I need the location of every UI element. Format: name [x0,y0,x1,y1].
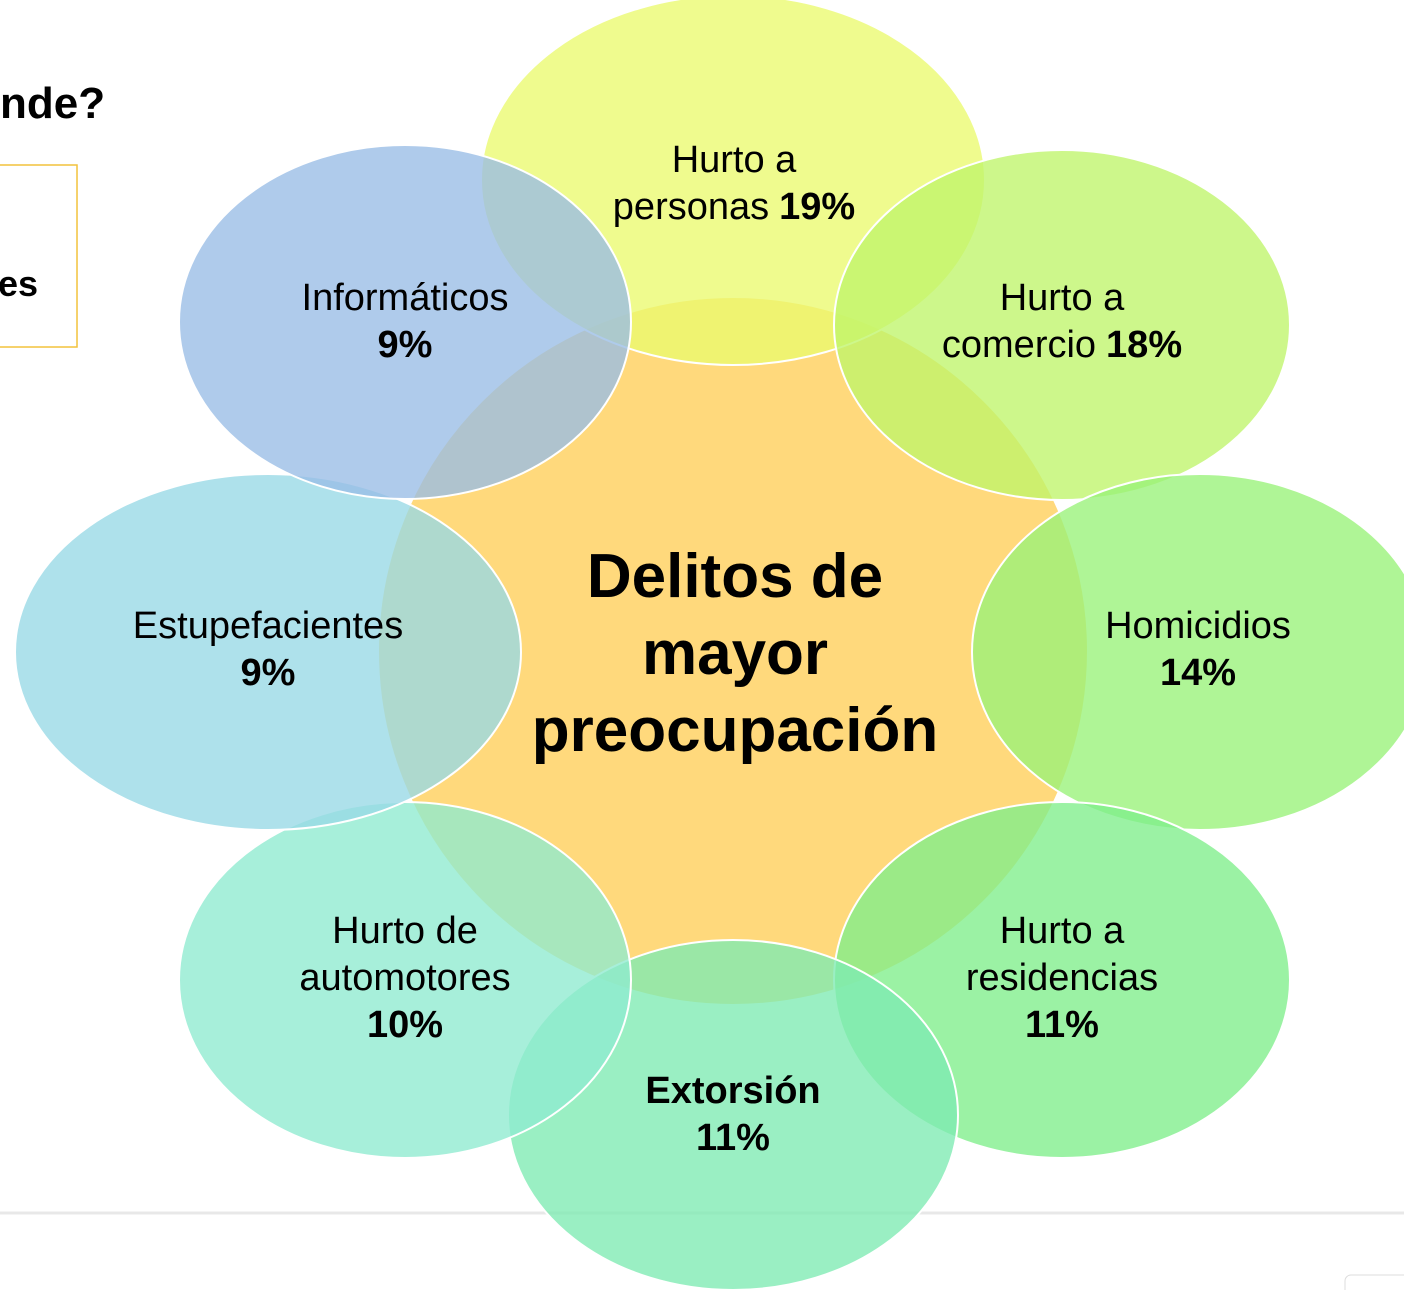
node-ellipse [833,149,1291,501]
node-label: Informáticos 9% [302,277,509,366]
label-value: 18% [1106,324,1182,366]
label-line: comercio [942,324,1096,366]
node-label: Estupefacientes 9% [133,605,403,694]
node-ellipse [14,473,522,831]
title-fragment: nde? [0,79,105,128]
label-line: residencias [966,957,1158,999]
label-value: 9% [241,652,296,694]
label-line: Extorsión [645,1070,820,1112]
label-value: 10% [367,1004,443,1046]
center-line: Delitos de [587,542,883,611]
label-line: personas [613,186,769,228]
corner-box [1344,1274,1404,1290]
label-line: Homicidios [1105,605,1291,647]
node-ellipse [178,144,632,500]
label-line: Hurto de [332,910,478,952]
center-line: mayor [642,619,828,688]
node-label: Hurto a personas 19% [613,139,855,228]
label-value: 11% [696,1117,770,1159]
label-line: Hurto a [672,139,797,181]
label-line: automotores [299,957,510,999]
label-value: 11% [1025,1004,1099,1046]
box-text: es [0,263,38,304]
node-label: Hurto de automotores 10% [299,910,510,1046]
label-line: Informáticos [302,277,509,319]
label-value: 19% [779,186,855,228]
labels: Hurto a personas 19% Hurto a comercio 18% Homi… [133,139,1291,1159]
center-line: preocupación [532,696,939,765]
label-value: 14% [1160,652,1236,694]
node-label: Extorsión 11% [645,1070,820,1159]
label-line: Estupefacientes [133,605,403,647]
node-label: Hurto a residencias 11% [966,910,1158,1046]
label-value: 9% [378,324,433,366]
node-label: Homicidios 14% [1105,605,1291,694]
text-box [0,164,78,348]
node-ellipse [971,473,1404,831]
center-label: Delitos de mayor preocupación [532,542,939,765]
node-label: Hurto a comercio 18% [942,277,1182,366]
label-line: Hurto a [1000,277,1125,319]
label-line: Hurto a [1000,910,1125,952]
shapes [14,0,1404,1290]
